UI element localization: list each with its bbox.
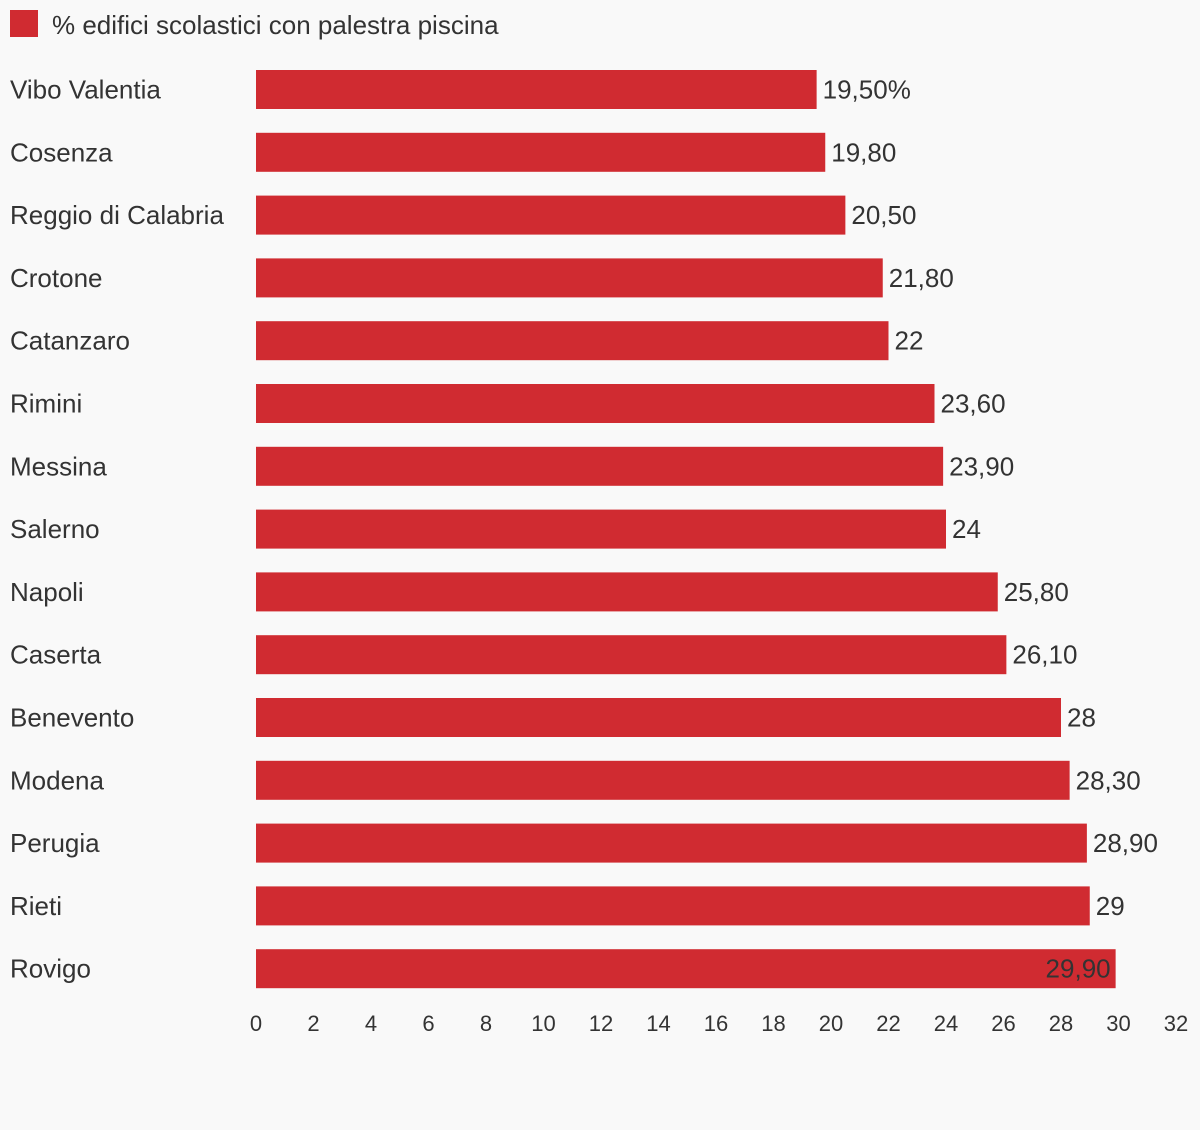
category-label: Modena: [10, 765, 104, 795]
x-tick-label: 6: [422, 1011, 434, 1036]
category-label: Rovigo: [10, 954, 91, 984]
bar: [256, 635, 1007, 675]
value-label: 28: [1067, 703, 1096, 733]
bar: [256, 70, 817, 109]
bar: [256, 698, 1061, 737]
bar: [256, 446, 944, 486]
x-tick-label: 24: [934, 1011, 958, 1036]
x-tick-label: 0: [250, 1011, 262, 1036]
category-label: Benevento: [10, 703, 134, 733]
bar: [256, 949, 1116, 989]
bar: [256, 509, 946, 549]
x-tick-label: 30: [1106, 1011, 1130, 1036]
x-tick-label: 2: [307, 1011, 319, 1036]
x-tick-label: 4: [365, 1011, 377, 1036]
category-label: Vibo Valentia: [10, 75, 161, 105]
value-label: 28,30: [1076, 765, 1141, 795]
x-tick-label: 20: [819, 1011, 843, 1036]
value-label: 21,80: [889, 263, 954, 293]
category-label: Perugia: [10, 828, 100, 858]
category-label: Napoli: [10, 577, 84, 607]
bar: [256, 384, 935, 423]
category-label: Salerno: [10, 514, 100, 544]
x-tick-label: 14: [646, 1011, 670, 1036]
x-tick-label: 22: [876, 1011, 900, 1036]
value-label: 29: [1096, 891, 1125, 921]
bar: [256, 195, 846, 235]
value-label: 25,80: [1004, 577, 1069, 607]
bar: [256, 886, 1090, 926]
bar: [256, 321, 889, 361]
category-label: Rieti: [10, 891, 62, 921]
value-label: 23,90: [949, 451, 1014, 481]
x-tick-label: 26: [991, 1011, 1015, 1036]
value-label: 24: [952, 514, 981, 544]
value-label: 20,50: [851, 200, 916, 230]
bar: [256, 572, 998, 612]
value-label: 22: [895, 326, 924, 356]
category-label: Messina: [10, 451, 107, 481]
bar: [256, 258, 883, 298]
x-tick-label: 32: [1164, 1011, 1188, 1036]
value-label: 29,90: [1046, 954, 1111, 984]
x-tick-label: 18: [761, 1011, 785, 1036]
category-label: Reggio di Calabria: [10, 200, 224, 230]
legend-swatch: [10, 9, 38, 37]
category-label: Crotone: [10, 263, 103, 293]
x-tick-label: 12: [589, 1011, 613, 1036]
x-tick-label: 28: [1049, 1011, 1073, 1036]
category-label: Caserta: [10, 640, 102, 670]
x-tick-label: 8: [480, 1011, 492, 1036]
category-label: Rimini: [10, 389, 82, 419]
category-label: Cosenza: [10, 137, 113, 167]
value-label: 19,50%: [823, 75, 911, 105]
x-tick-label: 16: [704, 1011, 728, 1036]
value-label: 28,90: [1093, 828, 1158, 858]
value-label: 19,80: [831, 137, 896, 167]
bar: [256, 823, 1087, 863]
legend: % edifici scolastici con palestra piscin…: [10, 9, 499, 40]
bar: [256, 760, 1070, 800]
x-tick-label: 10: [531, 1011, 555, 1036]
value-label: 23,60: [941, 389, 1006, 419]
value-label: 26,10: [1012, 640, 1077, 670]
category-label: Catanzaro: [10, 326, 130, 356]
bar: [256, 132, 826, 172]
legend-label: % edifici scolastici con palestra piscin…: [52, 9, 499, 40]
